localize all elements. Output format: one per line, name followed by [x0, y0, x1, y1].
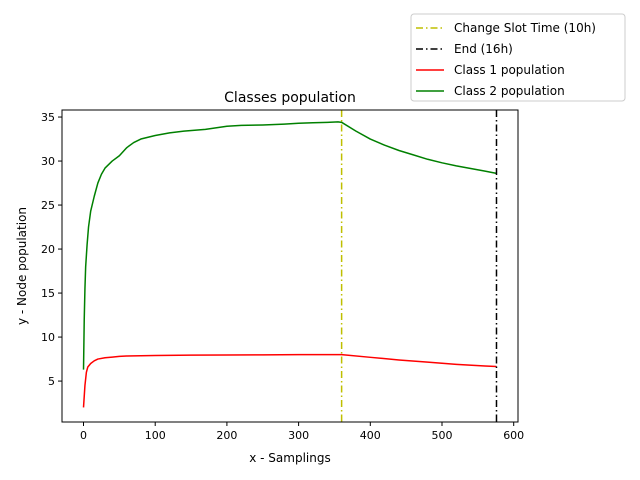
x-tick-label: 300 [288, 429, 309, 442]
chart-title: Classes population [224, 90, 356, 106]
y-axis: 5 10 15 20 25 30 35 [41, 111, 62, 388]
y-tick-label: 30 [41, 155, 55, 168]
y-axis-label: y - Node population [15, 207, 29, 325]
x-tick-label: 600 [503, 429, 524, 442]
x-tick-label: 0 [80, 429, 87, 442]
y-tick-label: 5 [48, 375, 55, 388]
x-axis-label: x - Samplings [249, 451, 330, 465]
plot-area [82, 110, 498, 422]
legend-label: Class 2 population [454, 84, 565, 98]
x-axis: 0 100 200 300 400 500 600 [80, 422, 524, 442]
legend-box [410, 13, 626, 102]
legend-label: Change Slot Time (10h) [454, 21, 596, 35]
x-tick-label: 400 [360, 429, 381, 442]
legend-label: End (16h) [454, 42, 513, 56]
x-tick-label: 500 [432, 429, 453, 442]
series-line-class-1 [82, 353, 497, 408]
x-tick-label: 200 [216, 429, 237, 442]
y-tick-label: 35 [41, 111, 55, 124]
x-tick-label: 100 [145, 429, 166, 442]
y-tick-label: 25 [41, 199, 55, 212]
legend-label: Class 1 population [454, 63, 565, 77]
legend: Change Slot Time (10h) End (16h) Class 1 p… [410, 13, 626, 102]
y-tick-label: 15 [41, 287, 55, 300]
y-tick-label: 10 [41, 331, 55, 344]
y-tick-label: 20 [41, 243, 55, 256]
plot-frame [61, 109, 519, 423]
series-line-class-2 [82, 121, 497, 370]
